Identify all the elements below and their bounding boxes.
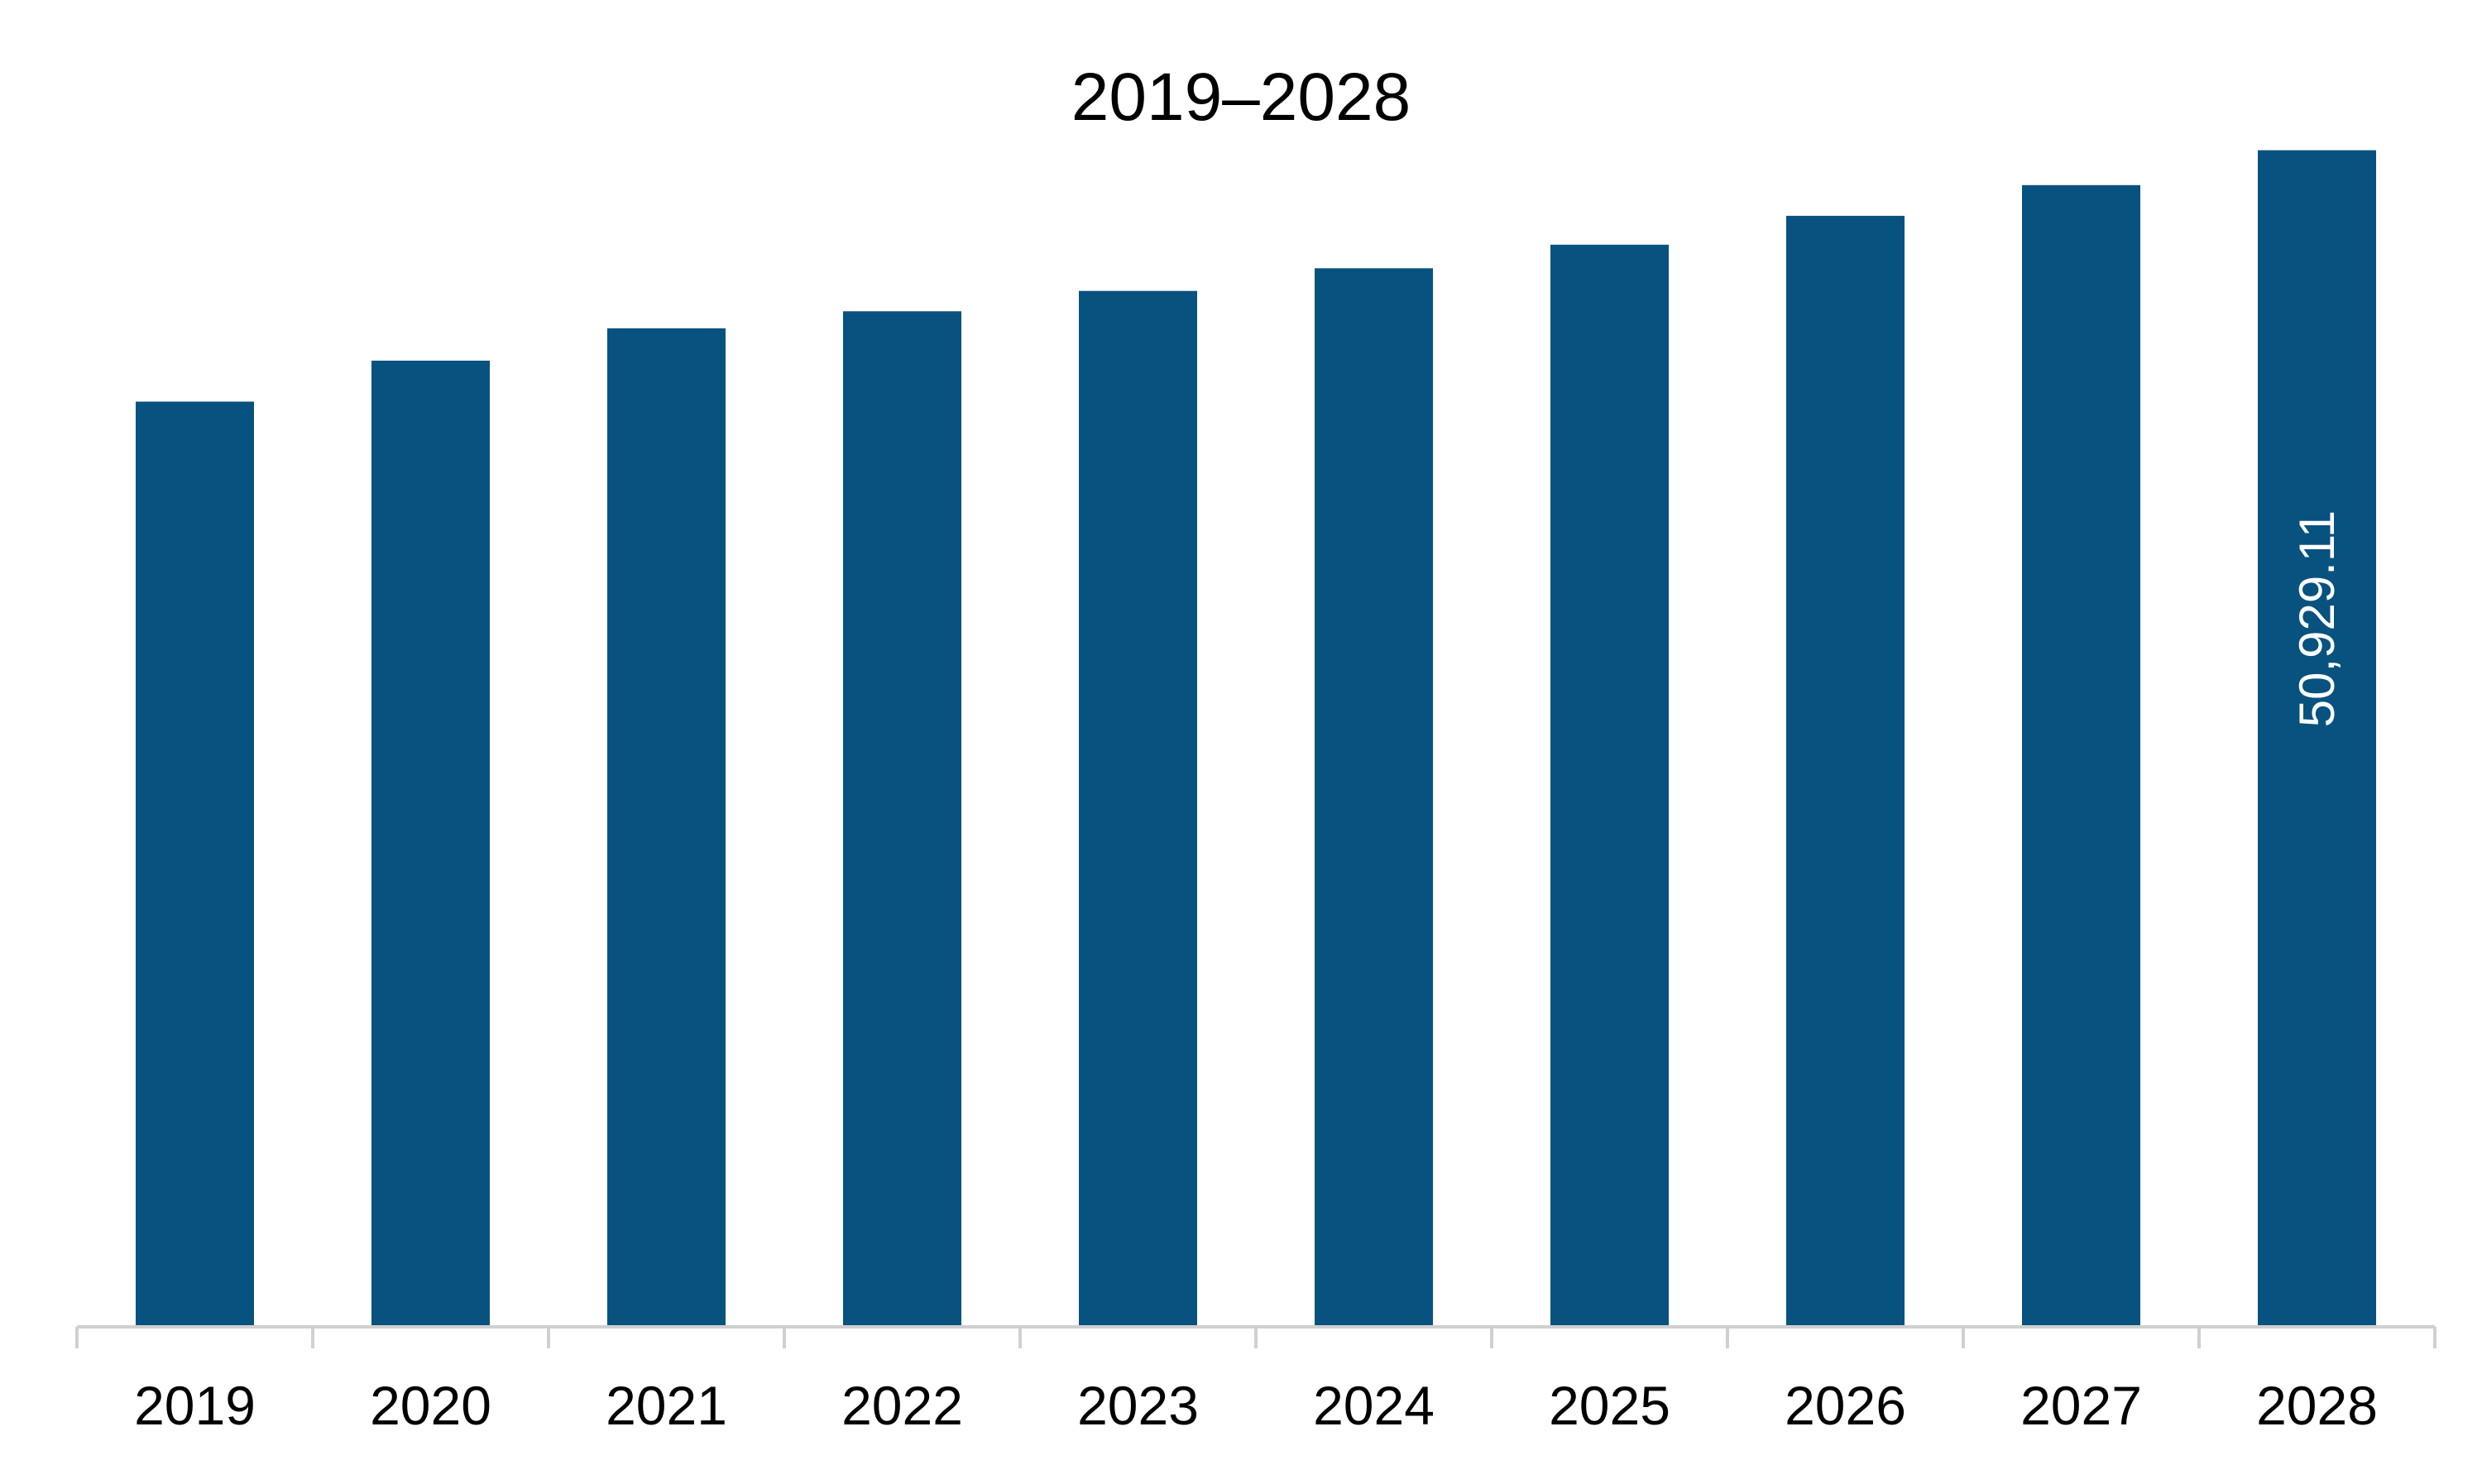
bar-2025 <box>1550 244 1669 1327</box>
data-labels: 50,929.11 <box>2289 510 2345 727</box>
x-tick-label-2028: 2028 <box>2256 1375 2378 1436</box>
chart-title: 2019–2028 <box>1071 60 1411 135</box>
bars-layer <box>136 150 2376 1328</box>
x-tick-label-2021: 2021 <box>606 1375 727 1436</box>
x-tick-label-2019: 2019 <box>134 1375 256 1436</box>
bar-2026 <box>1786 215 1905 1327</box>
x-tick-label-2026: 2026 <box>1785 1375 1906 1436</box>
bar-2023 <box>1079 290 1197 1328</box>
bar-2021 <box>607 328 726 1327</box>
x-tick-label-2024: 2024 <box>1313 1375 1435 1436</box>
bar-2028 <box>2258 150 2376 1328</box>
bar-2024 <box>1315 268 1433 1327</box>
x-tick-label-2027: 2027 <box>2020 1375 2142 1436</box>
bar-2027 <box>2022 184 2140 1327</box>
x-tick-label-2022: 2022 <box>841 1375 963 1436</box>
x-tick-label-2020: 2020 <box>370 1375 491 1436</box>
data-label-2028: 50,929.11 <box>2289 510 2345 727</box>
x-tick-label-2025: 2025 <box>1549 1375 1670 1436</box>
x-axis-tick-labels: 2019 2020 2021 2022 2023 2024 2025 2026 2027 2028 <box>134 1375 2378 1436</box>
x-axis-ticks <box>75 1327 2436 1348</box>
bar-2019 <box>136 401 254 1327</box>
bar-2022 <box>843 311 961 1327</box>
x-tick-label-2023: 2023 <box>1077 1375 1199 1436</box>
bar-2020 <box>371 361 490 1327</box>
